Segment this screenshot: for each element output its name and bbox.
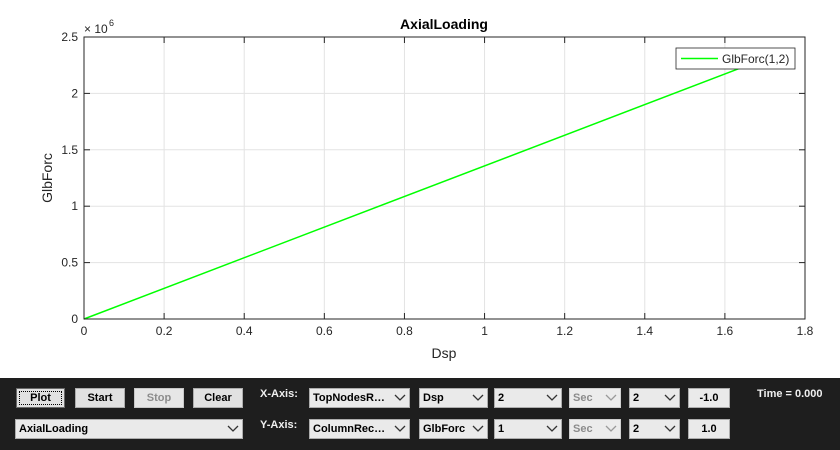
chevron-down-icon bbox=[394, 394, 406, 401]
x-unit-select[interactable]: Sec bbox=[569, 388, 621, 408]
x-unit-value: Sec bbox=[573, 392, 593, 404]
y-tick-label: 0 bbox=[71, 312, 78, 326]
x-tick-label: 1.4 bbox=[636, 324, 653, 338]
chevron-down-icon bbox=[546, 425, 558, 432]
y-source-value: ColumnRec… bbox=[313, 423, 386, 435]
x-index-select[interactable]: 2 bbox=[494, 388, 562, 408]
x-component-select[interactable]: 2 bbox=[629, 388, 680, 408]
x-quantity-value: Dsp bbox=[423, 392, 444, 404]
series-layer bbox=[83, 65, 746, 320]
axes-box bbox=[83, 36, 806, 320]
chevron-down-icon bbox=[227, 425, 239, 432]
chevron-down-icon bbox=[394, 425, 406, 432]
chart-title: AxialLoading bbox=[400, 16, 488, 32]
chevron-down-icon bbox=[664, 425, 676, 432]
x-tick-label: 0.2 bbox=[156, 324, 173, 338]
chevron-down-icon bbox=[546, 394, 558, 401]
x-index-value: 2 bbox=[498, 392, 505, 404]
y-scale-input[interactable]: 1.0 bbox=[688, 419, 730, 439]
y-quantity-select[interactable]: GlbForc bbox=[419, 419, 488, 439]
y-quantity-value: GlbForc bbox=[423, 423, 466, 435]
y-index-value: 1 bbox=[498, 423, 505, 435]
y-tick-label: 0.5 bbox=[61, 256, 78, 270]
y-unit-value: Sec bbox=[573, 423, 593, 435]
y-unit-select[interactable]: Sec bbox=[569, 419, 621, 439]
plot-area: 0 0.2 0.4 0.6 0.8 1 1.2 1.4 1.6 1.8 0 0.5 1 1.5 2 2.5 A… bbox=[39, 16, 814, 361]
chevron-down-icon bbox=[472, 394, 484, 401]
x-quantity-select[interactable]: Dsp bbox=[419, 388, 488, 408]
x-tick-label: 0.4 bbox=[236, 324, 253, 338]
y-tick-label: 1 bbox=[71, 199, 78, 213]
x-scale-input[interactable]: -1.0 bbox=[688, 388, 730, 408]
chevron-down-icon bbox=[605, 425, 617, 432]
y-index-select[interactable]: 1 bbox=[494, 419, 562, 439]
y-tick-label: 2.5 bbox=[61, 30, 78, 44]
model-select-value: AxialLoading bbox=[19, 423, 89, 435]
x-tick-label: 0 bbox=[81, 324, 88, 338]
x-source-select[interactable]: TopNodesR… bbox=[309, 388, 410, 408]
y-axis-label-text: Y-Axis: bbox=[260, 419, 298, 431]
control-panel: Plot Start Stop Clear AxialLoading X-Axi… bbox=[0, 378, 840, 450]
x-tick-label: 0.6 bbox=[316, 324, 333, 338]
y-exponent-power: 6 bbox=[109, 18, 114, 28]
y-tick-label: 2 bbox=[71, 86, 78, 100]
x-source-value: TopNodesR… bbox=[313, 392, 385, 404]
start-button[interactable]: Start bbox=[75, 388, 125, 408]
grid bbox=[83, 36, 806, 320]
ticks: 0 0.2 0.4 0.6 0.8 1 1.2 1.4 1.6 1.8 0 0.5 1 1.5 2 2.5 bbox=[61, 30, 813, 338]
x-tick-label: 0.8 bbox=[396, 324, 413, 338]
series-line bbox=[83, 65, 746, 320]
x-tick-label: 1.6 bbox=[717, 324, 734, 338]
model-select[interactable]: AxialLoading bbox=[15, 419, 243, 439]
y-axis-label: GlbForc bbox=[39, 153, 55, 203]
y-component-select[interactable]: 2 bbox=[629, 419, 680, 439]
legend-box bbox=[675, 47, 796, 70]
y-tick-label: 1.5 bbox=[61, 143, 78, 157]
line-chart: 0 0.2 0.4 0.6 0.8 1 1.2 1.4 1.6 1.8 0 0.5 1 1.5 2 2.5 A… bbox=[39, 16, 814, 361]
time-readout: Time = 0.000 bbox=[757, 388, 823, 400]
x-tick-label: 1 bbox=[481, 324, 488, 338]
chevron-down-icon bbox=[664, 394, 676, 401]
y-component-value: 2 bbox=[633, 423, 640, 435]
x-tick-label: 1.2 bbox=[556, 324, 573, 338]
plot-button[interactable]: Plot bbox=[16, 388, 65, 408]
x-component-value: 2 bbox=[633, 392, 640, 404]
y-source-select[interactable]: ColumnRec… bbox=[309, 419, 410, 439]
x-axis-label: Dsp bbox=[432, 345, 457, 361]
stop-button[interactable]: Stop bbox=[134, 388, 184, 408]
x-axis-label-text: X-Axis: bbox=[260, 388, 298, 400]
legend: GlbForc(1,2) bbox=[675, 47, 796, 70]
y-exponent-base: × 10 bbox=[84, 22, 108, 36]
chevron-down-icon bbox=[472, 425, 484, 432]
legend-label: GlbForc(1,2) bbox=[722, 52, 789, 66]
chevron-down-icon bbox=[605, 394, 617, 401]
x-tick-label: 1.8 bbox=[797, 324, 814, 338]
clear-button[interactable]: Clear bbox=[193, 388, 243, 408]
